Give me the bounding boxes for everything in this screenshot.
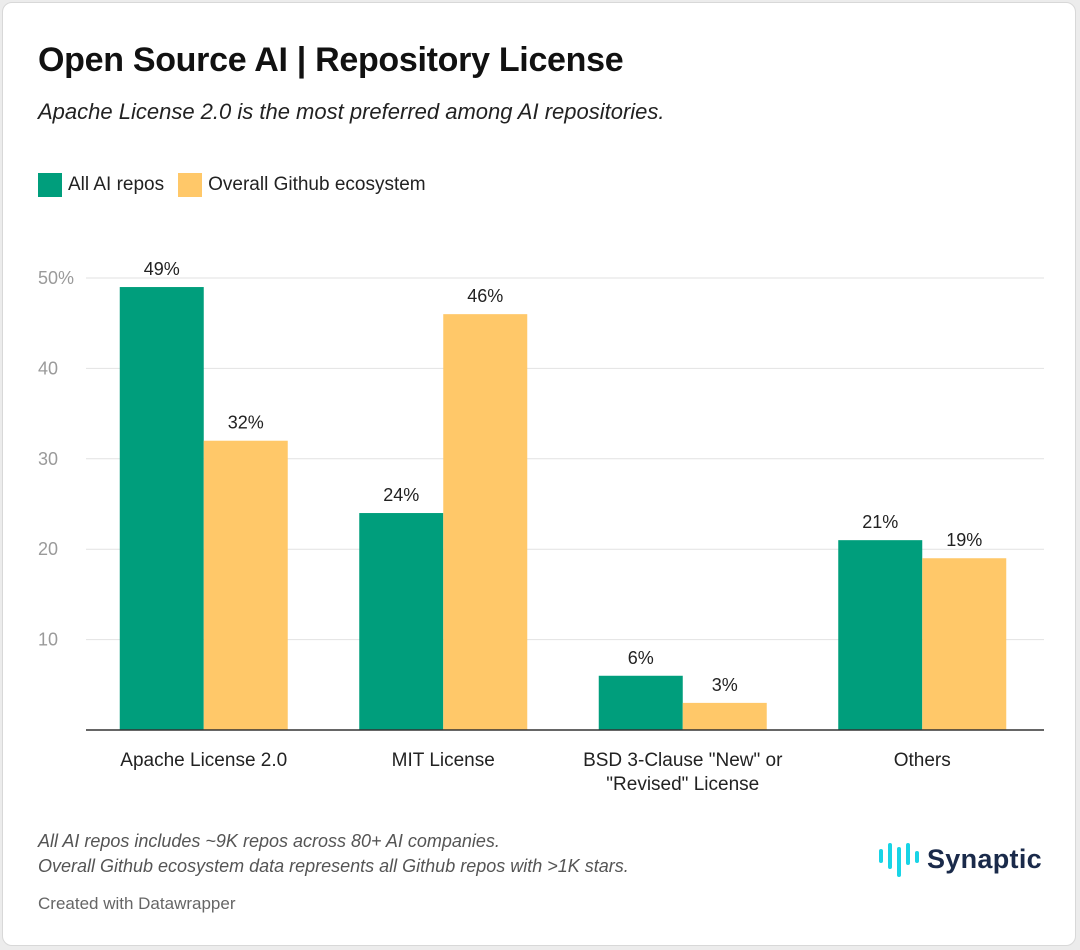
value-label-ai-0: 49%	[144, 259, 180, 279]
legend-item-github-ecosystem: Overall Github ecosystem	[178, 173, 426, 197]
chart-subtitle: Apache License 2.0 is the most preferred…	[38, 99, 665, 124]
value-label-github-3: 19%	[946, 530, 982, 550]
footnote-ai-repos: All AI repos includes ~9K repos across 8…	[38, 831, 500, 851]
credit: Created with Datawrapper	[38, 894, 236, 913]
bar-github-1	[443, 314, 528, 730]
synaptic-logo: Synaptic	[877, 841, 1042, 877]
category-label-2-1: "Revised" License	[606, 774, 759, 795]
chart-title: Open Source AI | Repository License	[38, 41, 624, 79]
bar-ai-0	[119, 287, 204, 730]
footnote-github: Overall Github ecosystem data represents…	[38, 856, 629, 876]
bar-ai-3	[838, 540, 923, 730]
footnotes: All AI repos includes ~9K repos across 8…	[38, 829, 629, 879]
soundwave-icon	[879, 843, 919, 877]
legend-item-all-ai-repos: All AI repos	[38, 173, 164, 197]
bar-ai-2	[598, 675, 683, 730]
y-tick-label-40: 40	[38, 358, 58, 378]
bar-chart: 10 20 30 40 50% 49% 32% Apache License 2.0 24% 46…	[38, 259, 1044, 795]
y-tick-label-30: 30	[38, 449, 58, 469]
bar-ai-1	[359, 513, 444, 730]
y-tick-label-10: 10	[38, 630, 58, 650]
category-label-0-0: Apache License 2.0	[120, 750, 287, 771]
y-tick-label-50: 50%	[38, 268, 74, 288]
value-label-github-0: 32%	[228, 413, 264, 433]
legend-swatch-all-ai-repos	[38, 173, 62, 197]
category-label-2-0: BSD 3-Clause "New" or	[583, 750, 783, 771]
legend-label-all-ai-repos: All AI repos	[68, 174, 165, 195]
bar-github-0	[203, 440, 288, 730]
value-label-github-2: 3%	[712, 675, 738, 695]
legend-swatch-github-ecosystem	[178, 173, 203, 197]
bar-github-3	[922, 558, 1007, 730]
value-label-ai-2: 6%	[628, 648, 654, 668]
legend: All AI repos Overall Github ecosystem	[38, 173, 440, 197]
y-tick-label-20: 20	[38, 539, 58, 559]
bar-github-2	[682, 702, 767, 730]
category-label-1-0: MIT License	[392, 750, 495, 771]
value-label-ai-1: 24%	[383, 485, 419, 505]
legend-label-github-ecosystem: Overall Github ecosystem	[208, 174, 426, 195]
logo-text: Synaptic	[927, 843, 1042, 874]
category-label-3-0: Others	[894, 750, 951, 771]
value-label-ai-3: 21%	[862, 512, 898, 532]
value-label-github-1: 46%	[467, 286, 503, 306]
